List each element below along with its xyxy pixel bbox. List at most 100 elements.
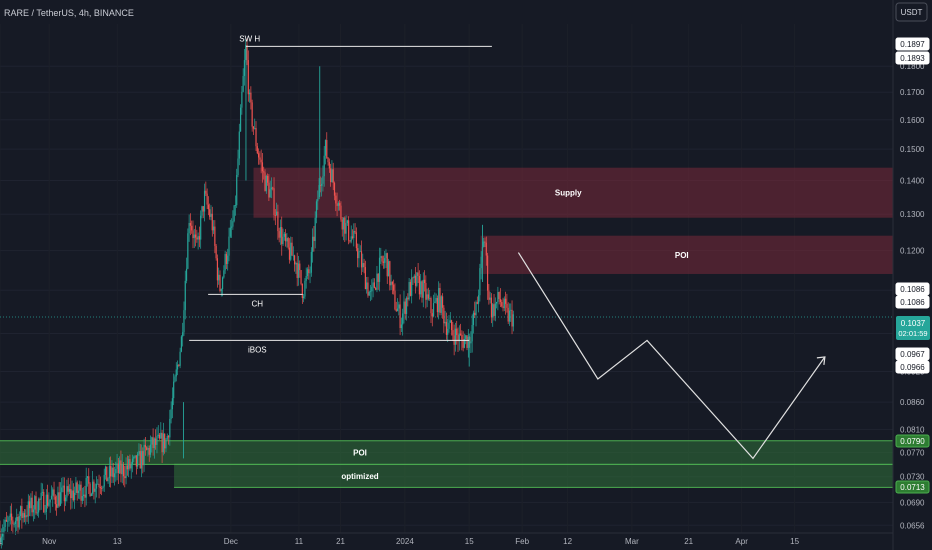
candle [301,283,303,304]
candle [360,240,363,276]
candle [179,347,181,369]
candle [502,297,504,312]
candle [441,293,444,319]
candle [165,438,167,453]
candle [427,287,430,301]
candle [476,296,478,305]
candle [92,471,94,496]
time-tick-label: 1 [0,537,3,546]
candle [35,491,37,516]
price-axis-panel [893,0,932,550]
candle [290,236,292,262]
candle [25,509,27,525]
candle [330,163,332,187]
candle [218,267,220,285]
candle [483,237,485,248]
candle [122,461,125,486]
price-axis[interactable]: 0.1800 0.1700 0.1600 0.1500 0.1400 0.1300 0.12… [892,0,932,550]
price-tick-label: 0.1300 [900,210,925,219]
candle [435,293,437,304]
candle [131,454,134,473]
candle [171,387,173,419]
candle [246,38,248,66]
price-label-box: 0.0790 [895,434,930,448]
candle [68,484,71,494]
candle [494,297,496,322]
candle [112,462,114,483]
zone-label: optimized [341,472,378,481]
candle [81,487,83,505]
candle [283,232,285,241]
candle [191,220,193,234]
candle [447,318,449,343]
candle [95,476,98,498]
candle [414,266,417,294]
time-tick-label: 15 [465,537,474,546]
candle [71,480,73,509]
candle [431,309,433,327]
candle [286,232,288,248]
candle [170,401,172,424]
price-tick-label: 0.0770 [900,448,925,457]
candle [130,461,132,479]
time-tick-label: 13 [113,537,122,546]
candle [466,334,468,351]
candle [209,203,211,220]
candle [30,493,32,517]
candle [274,209,276,226]
candle [207,196,210,216]
candle [125,457,127,485]
candle [206,188,208,210]
candle [47,484,49,509]
candle [412,276,414,285]
candle [454,322,457,352]
candle [48,492,50,508]
candle [66,479,68,502]
candle [288,238,291,264]
candle [300,270,302,286]
candle [362,253,364,272]
candle [510,303,512,322]
candle [380,247,382,265]
candle [485,236,487,266]
candle [400,317,402,333]
candle [425,275,427,309]
candle [241,85,243,115]
candle [408,278,410,301]
candle [405,296,408,321]
candle [385,249,387,268]
candle [254,118,256,130]
candle [239,104,242,132]
candle [315,199,318,224]
candle [134,455,136,459]
candle [166,433,168,441]
candle [233,204,235,223]
svg-text:0.0966: 0.0966 [900,363,925,372]
candle [282,228,284,247]
candle [220,288,222,297]
time-axis[interactable]: 1 Nov 13 Dec 11 21 2024 15 Feb 12 Mar 21 Apr 15 [0,532,893,546]
candle [61,477,63,504]
candle [332,162,334,191]
candle [144,436,146,456]
candle [113,466,116,486]
candle [459,323,462,337]
candle [152,428,154,456]
candle [4,517,6,532]
candle [484,237,486,248]
candle [155,429,157,450]
candle [337,201,339,211]
candle [295,261,297,274]
candle [344,216,346,243]
candle [5,511,8,522]
candle [308,264,310,280]
currency-button[interactable]: USDT [895,2,928,22]
candle [304,278,306,300]
candle [292,246,294,261]
price-tick-label: 0.0860 [900,398,925,407]
candle [479,263,481,302]
candle [76,480,78,501]
candle [373,278,375,289]
